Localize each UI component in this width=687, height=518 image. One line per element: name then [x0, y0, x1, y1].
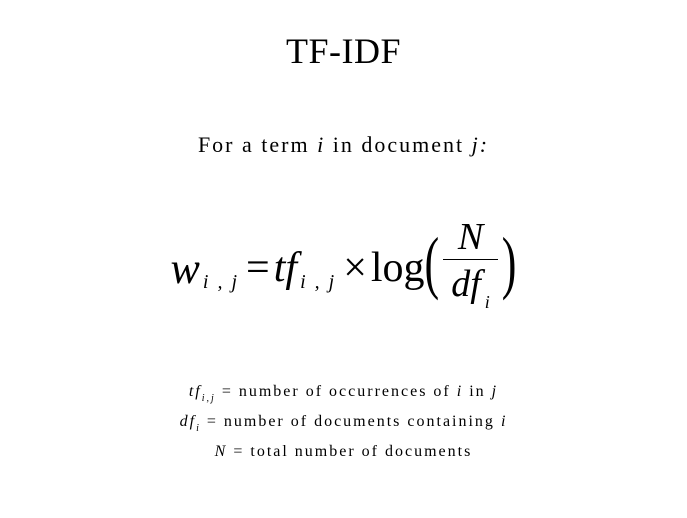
formula-w-sub: i , j	[203, 271, 239, 294]
definition-tf: tfi,j = number of occurrences of i in j	[180, 378, 508, 408]
definitions-block: tfi,j = number of occurrences of i in j …	[180, 378, 508, 466]
definition-df: dfi = number of documents containing i	[180, 408, 508, 438]
intro-var-j: j:	[472, 132, 489, 157]
formula-equals: =	[246, 244, 270, 292]
def-tf-text: = number of occurrences of	[216, 383, 457, 400]
def-tf-var-j: j	[492, 383, 498, 400]
page-title: TF-IDF	[286, 30, 401, 72]
formula-frac-den: df i	[443, 259, 498, 312]
def-df-sub: i	[196, 423, 201, 434]
formula-log: log	[371, 244, 425, 292]
intro-mid: in document	[325, 132, 471, 157]
def-df-var-i: i	[501, 413, 507, 430]
def-tf-sub: i,j	[202, 393, 216, 404]
formula-df: df	[451, 262, 481, 306]
formula-df-sub: i	[485, 280, 490, 324]
def-N-text: = total number of documents	[227, 443, 472, 460]
def-N-sym: N	[215, 443, 228, 460]
formula-tf-sub: i , j	[300, 271, 336, 294]
formula-times: ×	[343, 244, 367, 292]
formula-lparen: (	[425, 221, 440, 303]
formula-w: w	[171, 243, 200, 294]
formula-rparen: )	[502, 221, 517, 303]
def-tf-in: in	[463, 383, 491, 400]
def-df-sym: df	[180, 413, 196, 430]
formula-fraction: N df i	[443, 217, 498, 312]
tfidf-formula: w i , j = tf i , j × log ( N df i )	[171, 213, 517, 323]
intro-prefix: For a term	[198, 132, 317, 157]
formula-tf: tf	[274, 244, 297, 292]
def-df-text: = number of documents containing	[201, 413, 501, 430]
formula-frac-num: N	[450, 217, 491, 259]
definition-N: N = total number of documents	[180, 438, 508, 466]
intro-sentence: For a term i in document j:	[198, 132, 489, 158]
def-tf-sym: tf	[189, 383, 202, 400]
intro-var-i: i	[317, 132, 325, 157]
